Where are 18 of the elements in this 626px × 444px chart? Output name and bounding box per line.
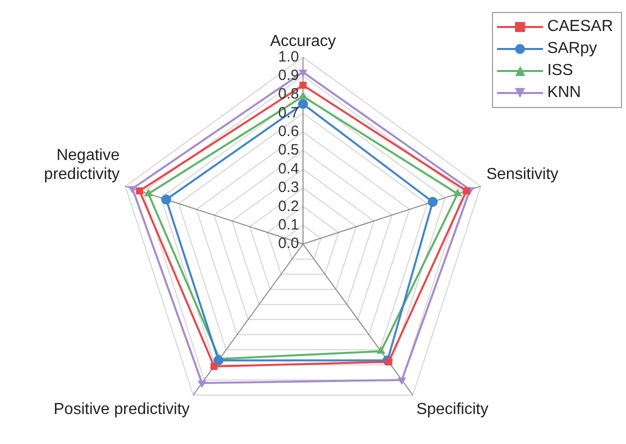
y-tick-label: 0.3 <box>278 179 299 196</box>
legend-label: ISS <box>547 62 573 80</box>
y-tick-label: 0.9 <box>278 67 299 84</box>
y-tick-label: 1.0 <box>278 48 299 66</box>
spoke-label: Sensitivity <box>486 166 558 184</box>
spoke-label: Positive predictivity <box>54 400 190 418</box>
y-tick-label: 0.5 <box>278 142 299 159</box>
y-tick-label: 0.2 <box>278 198 299 215</box>
spoke-label: Negative predictivity <box>44 147 120 184</box>
spoke-label: Specificity <box>416 400 488 418</box>
y-tick-label: 0.1 <box>278 216 299 234</box>
y-tick-label: 0.4 <box>278 160 299 178</box>
y-tick-label: 0.6 <box>278 123 299 140</box>
y-tick-label: 0.0 <box>278 235 299 252</box>
legend-label: CAESAR <box>547 18 613 36</box>
legend-label: KNN <box>547 84 581 102</box>
spoke-label: Accuracy <box>270 33 336 50</box>
legend-label: SARpy <box>547 40 597 58</box>
